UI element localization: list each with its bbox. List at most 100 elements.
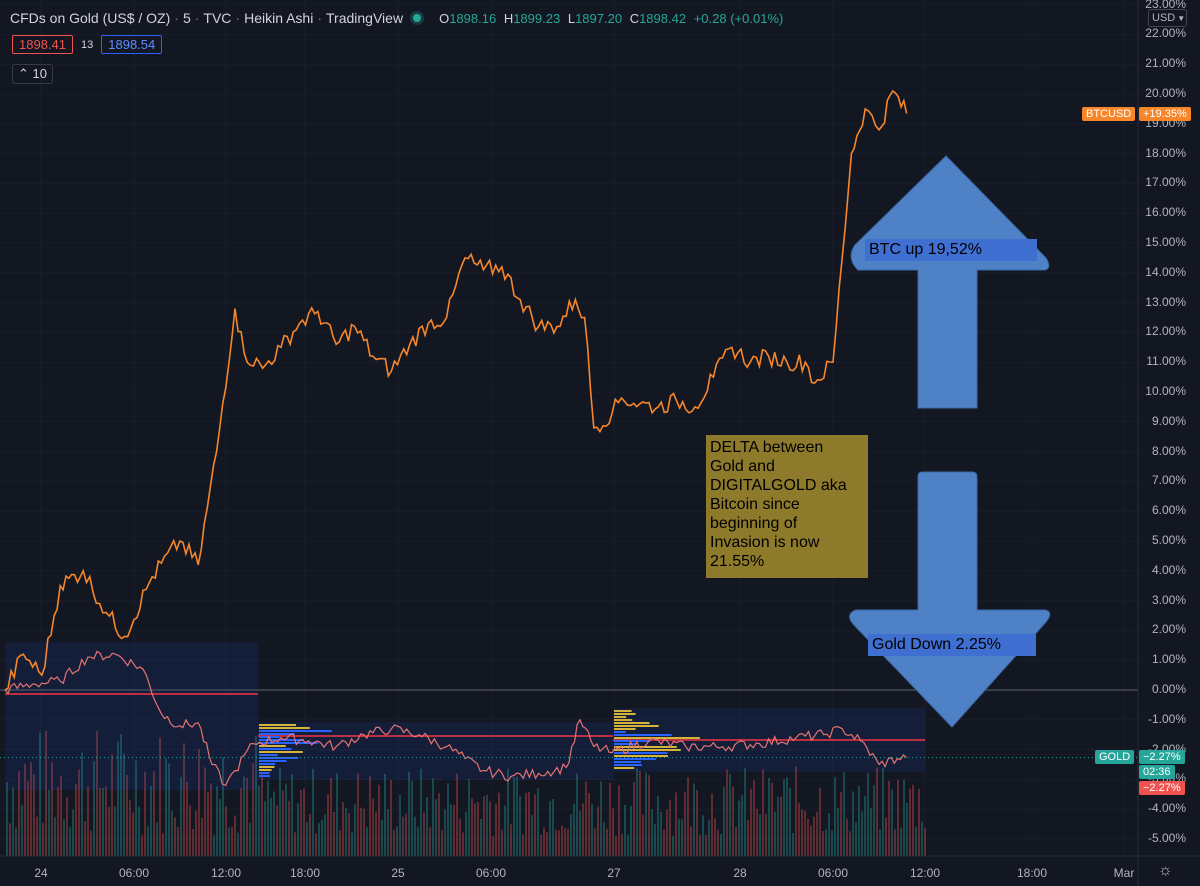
y-tick-label: 13.00% bbox=[1145, 294, 1186, 309]
volume-bar bbox=[261, 773, 263, 856]
volume-bar bbox=[447, 783, 449, 856]
volume-bar bbox=[507, 768, 509, 856]
volume-bar bbox=[603, 821, 605, 856]
gold-down-label[interactable]: Gold Down 2.25% bbox=[868, 634, 1036, 656]
y-tick-label: 12.00% bbox=[1145, 324, 1186, 339]
volume-bar bbox=[777, 796, 779, 856]
volume-bar bbox=[540, 835, 542, 856]
sell-price-button[interactable]: 1898.41 bbox=[12, 35, 73, 54]
volume-bar bbox=[414, 816, 416, 856]
buy-price-button[interactable]: 1898.54 bbox=[101, 35, 163, 54]
volume-bar bbox=[687, 777, 689, 856]
y-tick-label: 20.00% bbox=[1145, 86, 1186, 100]
volume-bar bbox=[423, 812, 425, 856]
volume-bar bbox=[711, 793, 713, 856]
volume-bar bbox=[669, 799, 671, 856]
y-tick-label: 8.00% bbox=[1151, 443, 1186, 458]
volume-bar bbox=[924, 827, 926, 856]
volume-profiles bbox=[5, 642, 925, 790]
volume-bar bbox=[543, 827, 545, 856]
volume-profile-bar bbox=[614, 740, 651, 742]
down-arrow-shape bbox=[849, 471, 1051, 728]
y-tick-label: 6.00% bbox=[1151, 503, 1186, 518]
volume-bar bbox=[900, 827, 902, 856]
volume-bar bbox=[18, 771, 20, 856]
volume-bar bbox=[921, 821, 923, 856]
volume-bar bbox=[165, 758, 167, 856]
volume-bar bbox=[852, 791, 854, 856]
volume-bar bbox=[798, 803, 800, 856]
volume-bar bbox=[87, 786, 89, 856]
y-tick-label: 0.00% bbox=[1151, 682, 1186, 696]
volume-bar bbox=[705, 835, 707, 856]
volume-bar bbox=[300, 789, 302, 856]
x-tick-label: 18:00 bbox=[1016, 866, 1048, 880]
delta-annotation[interactable]: DELTA between Gold and DIGITALGOLD aka Bitc… bbox=[706, 435, 868, 578]
volume-bar bbox=[738, 800, 740, 856]
volume-bar bbox=[351, 831, 353, 856]
volume-bar bbox=[201, 817, 203, 856]
collapse-indicators-button[interactable]: ⌃ 10 bbox=[12, 64, 53, 84]
x-tick-label: 12:00 bbox=[210, 866, 242, 880]
volume-bar bbox=[525, 792, 527, 856]
volume-bar bbox=[876, 767, 878, 856]
volume-bar bbox=[807, 819, 809, 856]
volume-bar bbox=[345, 807, 347, 856]
volume-bar bbox=[6, 782, 8, 856]
volume-bar bbox=[843, 772, 845, 856]
volume-bar bbox=[393, 829, 395, 856]
volume-bar bbox=[519, 796, 521, 856]
volume-bar bbox=[369, 776, 371, 856]
volume-bar bbox=[48, 789, 50, 856]
volume-bar bbox=[681, 819, 683, 856]
volume-bar bbox=[516, 776, 518, 856]
volume-bar bbox=[501, 829, 503, 856]
volume-bar bbox=[879, 829, 881, 856]
volume-profile-bar bbox=[614, 752, 668, 754]
volume-bar bbox=[855, 822, 857, 856]
volume-bar bbox=[384, 773, 386, 856]
volume-profile-bar bbox=[614, 725, 659, 727]
volume-bar bbox=[471, 798, 473, 856]
volume-bar bbox=[438, 793, 440, 856]
symbol-title[interactable]: CFDs on Gold (US$ / OZ) bbox=[10, 10, 171, 26]
volume-bar bbox=[828, 813, 830, 856]
btc-up-label[interactable]: BTC up 19,52% bbox=[865, 239, 1037, 261]
volume-bar bbox=[477, 802, 479, 856]
settings-gear-icon[interactable]: ☼ bbox=[1158, 862, 1173, 879]
volume-bar bbox=[585, 781, 587, 856]
volume-bar bbox=[750, 788, 752, 856]
y-tick-label: 2.00% bbox=[1151, 622, 1186, 637]
volume-bar bbox=[720, 833, 722, 856]
volume-bar bbox=[462, 832, 464, 856]
volume-bar bbox=[258, 785, 260, 856]
volume-bar bbox=[381, 819, 383, 856]
y-tick-label: 7.00% bbox=[1151, 473, 1186, 488]
volume-bar bbox=[630, 805, 632, 856]
volume-bar bbox=[651, 809, 653, 856]
volume-bar bbox=[420, 768, 422, 856]
volume-profile-bar bbox=[259, 751, 303, 753]
volume-bar bbox=[132, 812, 134, 856]
volume-bar bbox=[327, 794, 329, 856]
volume-bar bbox=[834, 777, 836, 856]
btc-series bbox=[4, 89, 908, 691]
volume-profile-bar bbox=[614, 722, 650, 724]
volume-bar bbox=[774, 811, 776, 856]
volume-bar bbox=[342, 802, 344, 856]
volume-bar bbox=[627, 834, 629, 856]
interval[interactable]: 5 bbox=[182, 10, 191, 26]
volume-bar bbox=[489, 801, 491, 856]
currency-select[interactable]: USD ▼ bbox=[1148, 9, 1187, 27]
volume-bar bbox=[141, 835, 143, 856]
volume-bar bbox=[186, 781, 188, 856]
volume-bar bbox=[375, 811, 377, 856]
volume-profile-bar bbox=[259, 757, 299, 759]
volume-bar bbox=[810, 825, 812, 856]
y-tick-label: 14.00% bbox=[1145, 264, 1186, 279]
volume-bar bbox=[759, 814, 761, 856]
volume-bar bbox=[27, 781, 29, 856]
volume-profile-bar bbox=[259, 760, 287, 762]
